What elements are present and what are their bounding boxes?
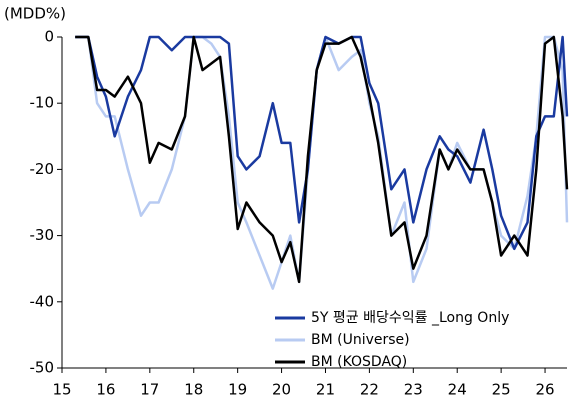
y-tick-label: -20: [30, 160, 55, 178]
series-line: [75, 35, 569, 251]
x-tick-label: 26: [535, 381, 554, 399]
legend-label: BM (KOSDAQ): [311, 354, 407, 370]
x-tick-label: 24: [448, 381, 467, 399]
x-tick-label: 17: [140, 381, 159, 399]
x-tick-label: 16: [96, 381, 115, 399]
x-tick-label: 19: [228, 381, 247, 399]
x-tick-label: 15: [52, 381, 71, 399]
y-axis-label: (MDD%): [4, 5, 66, 23]
x-tick-label: 25: [492, 381, 511, 399]
y-tick-label: -50: [30, 359, 55, 377]
x-tick-label: 21: [316, 381, 335, 399]
x-tick-label: 22: [360, 381, 379, 399]
x-tick-label: 20: [272, 381, 291, 399]
y-tick-label: 0: [44, 28, 54, 46]
legend-label: BM (Universe): [311, 332, 410, 348]
series-line: [75, 35, 569, 284]
y-tick-label: -40: [30, 292, 55, 310]
legend: 5Y 평균 배당수익률 _Long Only BM (Universe) BM (K…: [275, 310, 509, 370]
y-tick-label: -30: [30, 226, 55, 244]
x-tick-label: 23: [404, 381, 423, 399]
x-tick-label: 18: [184, 381, 203, 399]
y-tick-label: -10: [30, 94, 55, 112]
legend-label: 5Y 평균 배당수익률 _Long Only: [311, 310, 509, 326]
